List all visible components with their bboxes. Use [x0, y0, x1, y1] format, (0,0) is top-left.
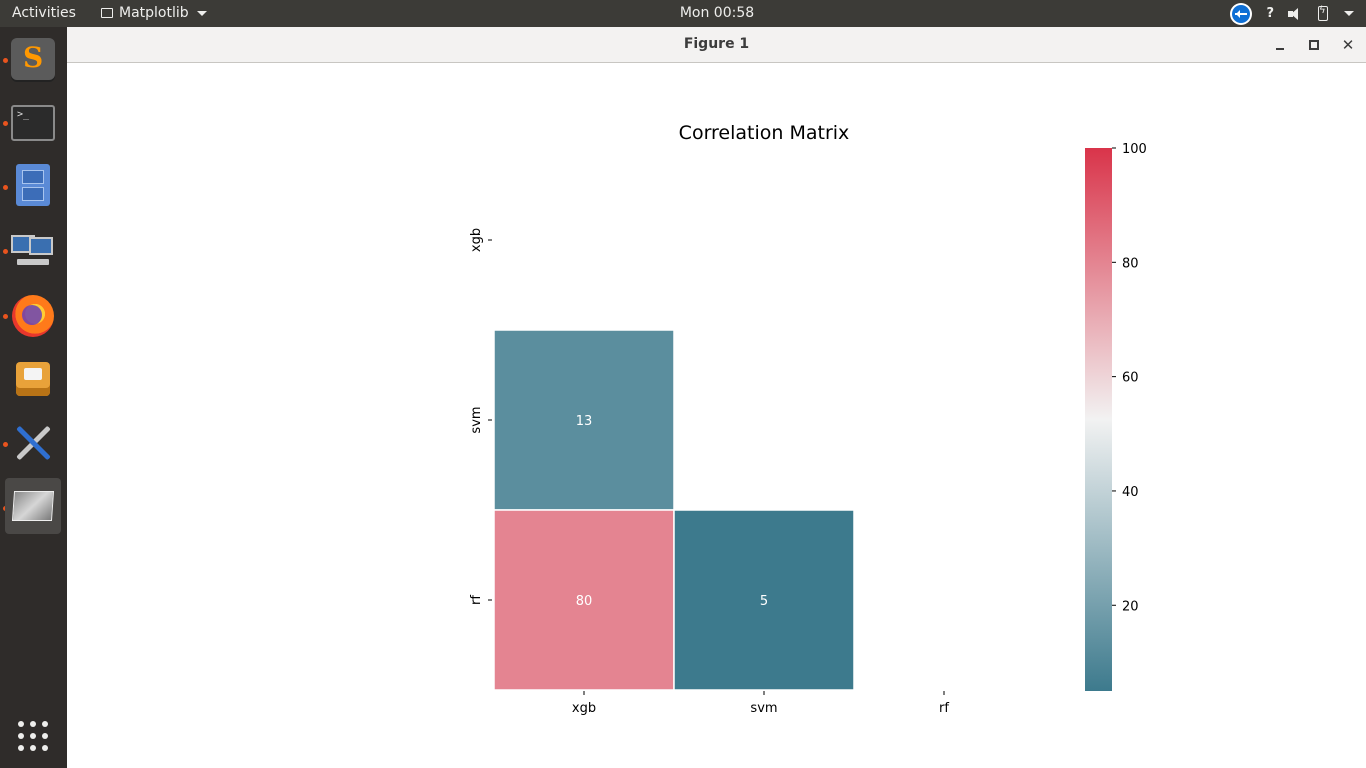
show-applications-button[interactable]: [5, 708, 61, 764]
colorbar-tick-label: 80: [1122, 256, 1139, 271]
cell-value-label: 5: [760, 594, 768, 609]
dock-item-terminal[interactable]: [5, 95, 61, 151]
activities-button[interactable]: Activities: [12, 5, 76, 21]
firefox-icon: [12, 295, 54, 337]
figure-window-icon: [11, 491, 55, 521]
dock-item-software-installer[interactable]: [5, 351, 61, 407]
dock-item-firefox[interactable]: [5, 288, 61, 344]
dock-item-remote-desktop[interactable]: [5, 222, 61, 278]
colorbar-tick-label: 100: [1122, 142, 1147, 157]
x-tick-label: xgb: [572, 701, 596, 716]
dock: [0, 27, 67, 768]
running-indicator: [3, 249, 8, 254]
dock-item-files[interactable]: [5, 157, 61, 213]
running-indicator: [3, 442, 8, 447]
cell-value-label: 80: [576, 594, 593, 609]
window-titlebar[interactable]: Figure 1 ✕: [67, 27, 1366, 63]
running-indicator: [3, 58, 8, 63]
clock[interactable]: Mon 00:58: [679, 5, 755, 21]
dock-item-tools[interactable]: [5, 415, 61, 471]
app-menu-label: Matplotlib: [119, 5, 189, 21]
running-indicator: [3, 185, 8, 190]
cell-value-label: 13: [576, 414, 593, 429]
help-icon[interactable]: ?: [1266, 6, 1274, 21]
battery-icon[interactable]: [1318, 5, 1328, 21]
y-tick-label: svm: [469, 406, 484, 433]
heatmap-cell-rf-svm: [673, 509, 855, 691]
dock-item-figure-window[interactable]: [5, 478, 61, 534]
sublime-text-icon: [11, 38, 55, 80]
heatmap-cell-svm-xgb: [493, 329, 675, 511]
running-indicator: [3, 314, 8, 319]
colorbar-tick-label: 60: [1122, 371, 1139, 386]
x-tick-label: rf: [939, 701, 949, 716]
chevron-down-icon: [196, 10, 207, 16]
colorbar-tick-label: 20: [1122, 599, 1139, 614]
remote-desktop-icon: [11, 231, 55, 269]
close-button[interactable]: ✕: [1341, 36, 1355, 54]
correlation-heatmap-chart: Correlation Matrix 13 80 5 xgb svm rf xgb svm…: [469, 122, 1147, 716]
running-indicator: [3, 121, 8, 126]
y-tick-label: xgb: [469, 228, 484, 252]
window-title: Figure 1: [683, 36, 750, 52]
terminal-icon: [11, 105, 55, 141]
colorbar-tick-label: 40: [1122, 485, 1139, 500]
top-bar: Activities Matplotlib Mon 00:58 ?: [0, 0, 1366, 27]
chart-title: Correlation Matrix: [679, 122, 850, 144]
volume-icon[interactable]: [1288, 7, 1304, 21]
system-tray: ?: [1230, 0, 1354, 27]
y-tick-label: rf: [469, 595, 484, 605]
software-installer-icon: [16, 362, 50, 396]
heatmap-cell-rf-xgb: [493, 509, 675, 691]
tools-icon: [11, 421, 55, 465]
show-applications-icon: [18, 721, 48, 751]
colorbar: [1085, 148, 1112, 691]
system-menu-chevron-icon[interactable]: [1344, 11, 1354, 16]
files-icon: [16, 164, 50, 206]
app-menu[interactable]: Matplotlib: [101, 5, 207, 21]
window-icon: [101, 8, 113, 18]
teamviewer-icon[interactable]: [1230, 2, 1253, 25]
figure-window: Figure 1 ✕ Correlation Matrix 13 80 5 xgb s…: [67, 27, 1366, 768]
dock-item-sublime-text[interactable]: [5, 31, 61, 87]
x-tick-label: svm: [750, 701, 777, 716]
